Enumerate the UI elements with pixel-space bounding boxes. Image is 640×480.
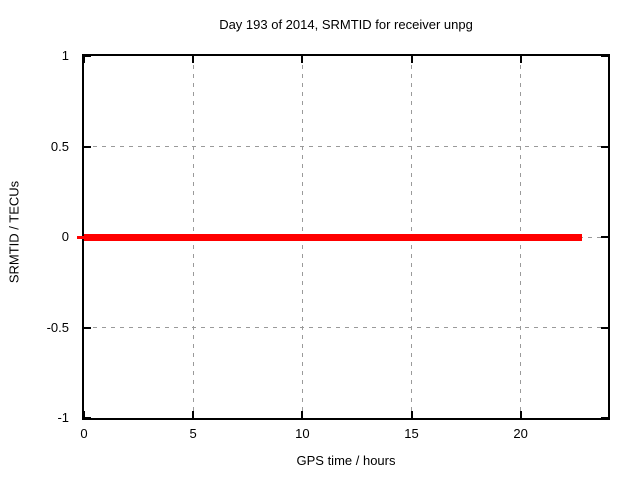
series-left-cap [77, 235, 84, 239]
plot-area: 0 5 10 15 20 1 0.5 0 -0.5 -1 [47, 48, 610, 441]
y-tick-right [601, 55, 608, 57]
y-tick-label: -0.5 [46, 319, 69, 335]
x-tick-label: 10 [295, 426, 310, 441]
series-line-srmtid [84, 233, 582, 241]
x-tick-top [519, 56, 522, 63]
y-tick-right [601, 145, 608, 148]
y-tick-label: 1 [61, 48, 69, 63]
chart-title: Day 193 of 2014, SRMTID for receiver unp… [219, 17, 473, 32]
x-tick-bottom [301, 411, 304, 418]
y-tick-right [601, 236, 608, 238]
x-tick-bottom [83, 411, 85, 418]
x-tick-label: 5 [189, 426, 197, 441]
x-tick-top [192, 56, 195, 63]
x-tick-label: 0 [80, 426, 88, 441]
x-tick-bottom [410, 411, 413, 418]
x-tick-top [83, 56, 85, 63]
x-tick-top [410, 56, 413, 63]
x-tick-bottom [192, 411, 195, 418]
x-tick-top [301, 56, 304, 63]
y-tick-left [84, 55, 91, 57]
y-tick-left [84, 417, 91, 419]
y-tick-left [84, 326, 91, 329]
y-gridline [84, 327, 608, 328]
x-tick-label: 20 [513, 426, 528, 441]
y-gridline [84, 146, 608, 147]
y-tick-label: -1 [57, 410, 69, 425]
x-tick-label: 15 [404, 426, 419, 441]
x-tick-bottom [519, 411, 522, 418]
y-tick-label: 0 [61, 229, 69, 244]
y-tick-right [601, 326, 608, 329]
x-axis-label: GPS time / hours [296, 453, 396, 468]
y-tick-left [84, 145, 91, 148]
y-tick-label: 0.5 [50, 138, 69, 154]
y-tick-right [601, 417, 608, 419]
